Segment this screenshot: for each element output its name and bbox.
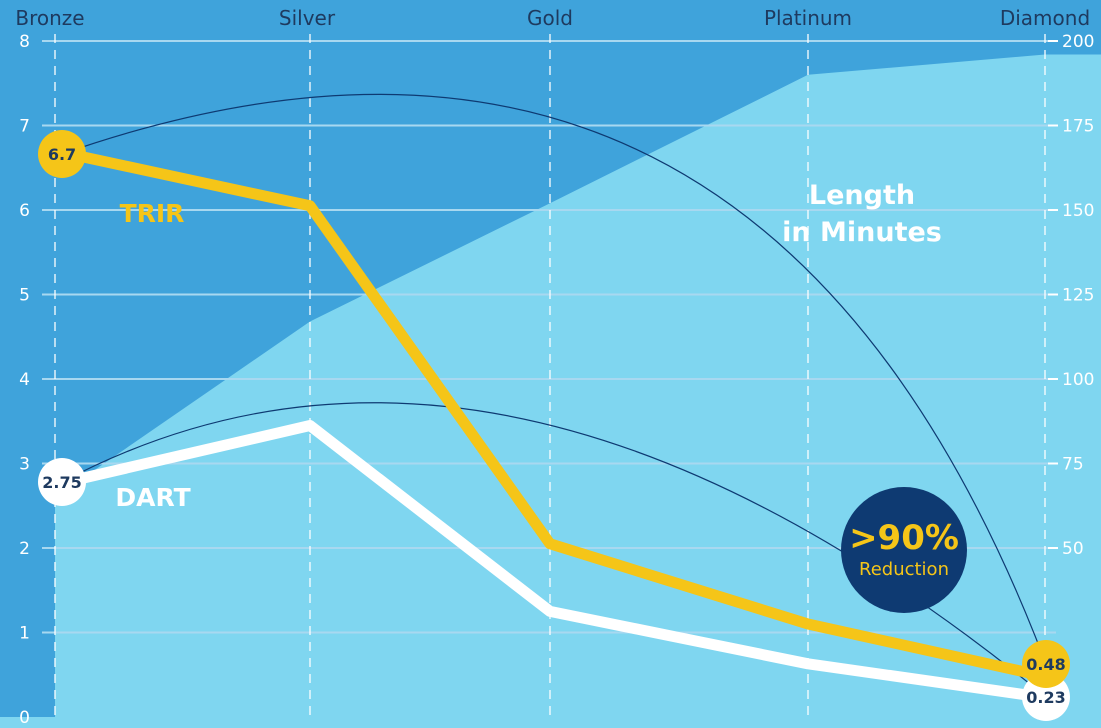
dart-start-label: 2.75 [42,473,81,492]
trir-arc [61,93,1047,665]
y-left-tick-label: 2 [19,539,30,559]
grid-layer [42,34,1056,717]
series-line-trir [49,145,1051,682]
y-right-tick-label: 50 [1062,539,1084,559]
reduction-badge: >90% Reduction [841,487,967,613]
y-right-tick-label: 150 [1062,201,1094,221]
y-left-tick-label: 8 [19,32,30,52]
left-axis-ticks: 0 1 2 3 4 5 6 7 8 [19,32,30,728]
trir-end-label: 0.48 [1026,655,1065,674]
y-left-tick-label: 0 [19,708,30,728]
area-label-line2: in Minutes [782,217,942,248]
category-layer: Bronze Silver Gold Platinum Diamond [15,6,1090,30]
y-left-tick-label: 4 [19,370,30,390]
dart-start-marker [38,458,86,506]
category-label-bronze: Bronze [15,6,84,30]
series-layer [49,145,1051,704]
y-left-tick-label: 3 [19,455,30,475]
y-right-tick-label: 100 [1062,370,1094,390]
series-line-dart [49,420,1051,704]
trir-start-marker [38,130,86,178]
markers-layer: 6.7 2.75 0.23 0.48 [38,130,1070,721]
category-label-silver: Silver [279,6,336,30]
category-label-diamond: Diamond [1000,6,1090,30]
y-left-tick-label: 7 [19,117,30,137]
reduction-badge-circle [841,487,967,613]
reduction-text: Reduction [859,559,949,580]
y-right-tick-label: 125 [1062,286,1094,306]
area-label-line1: Length [809,180,915,211]
area-base-strip [0,717,1101,728]
y-right-tick-label: 175 [1062,117,1094,137]
area-left-mask [0,0,55,717]
reduction-value: >90% [849,518,959,558]
category-label-platinum: Platinum [764,6,852,30]
series-label-trir: TRIR [120,199,185,228]
y-left-tick-label: 1 [19,624,30,644]
y-right-tick-label: 75 [1062,455,1084,475]
y-left-tick-label: 6 [19,201,30,221]
dart-end-marker [1022,673,1070,721]
trir-start-label: 6.7 [48,145,76,164]
category-label-gold: Gold [527,6,573,30]
right-axis-ticks: 50 75 100 125 150 175 200 [1048,32,1094,559]
trir-end-marker [1022,640,1070,688]
series-label-dart: DART [115,483,190,512]
y-left-tick-label: 5 [19,286,30,306]
area-length-in-minutes [55,54,1101,717]
y-right-tick-label: 200 [1062,32,1094,52]
dart-end-label: 0.23 [1026,688,1065,707]
